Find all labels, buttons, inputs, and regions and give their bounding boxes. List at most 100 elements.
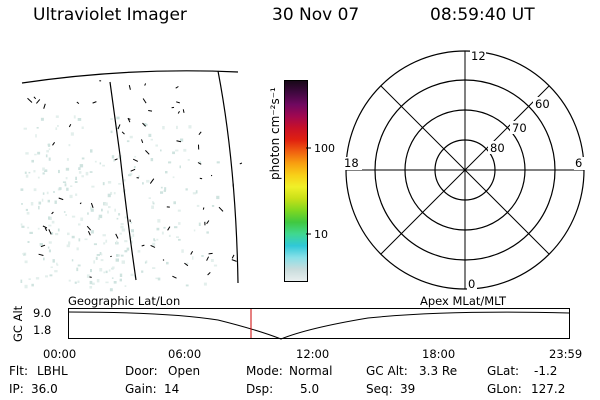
speckle-dot [144, 261, 147, 264]
speckle-dot [94, 160, 97, 163]
speckle-dot [67, 232, 70, 236]
speckle-dot [25, 208, 28, 211]
coastline-segment [202, 207, 205, 210]
coastline-segment [141, 139, 144, 144]
speckle-dot [188, 125, 192, 129]
speckle-dot [130, 273, 134, 277]
speckle-dot [74, 281, 77, 284]
speckle-dot [193, 229, 196, 232]
coastline-segment [148, 110, 153, 112]
glon-label: GLon: [487, 382, 522, 396]
speckle-dot [116, 254, 119, 257]
speckle-dot [102, 234, 106, 237]
speckle-dot [100, 259, 104, 262]
coastline-segment [231, 254, 235, 259]
speckle-dot [180, 138, 184, 142]
speckle-dot [77, 280, 80, 283]
speckle-dot [93, 243, 97, 246]
speckle-dot [164, 187, 167, 191]
speckle-dot [81, 126, 84, 129]
speckle-dot [176, 125, 178, 130]
speckle-dot [27, 226, 30, 229]
speckle-dot [66, 158, 69, 161]
speckle-dot [153, 238, 155, 241]
speckle-dot [153, 239, 156, 242]
speckle-dot [110, 118, 113, 120]
speckle-dot [119, 273, 123, 277]
speckle-dot [50, 232, 54, 235]
speckle-dot [56, 262, 58, 265]
speckle-dot [24, 260, 28, 264]
speckle-dot [75, 176, 77, 180]
gain-label: Gain: [125, 382, 157, 396]
speckle-dot [69, 194, 73, 199]
time-tick-1800: 18:00 [422, 347, 456, 361]
speckle-dot [152, 201, 154, 204]
speckle-dot [110, 130, 113, 134]
speckle-dot [20, 223, 23, 226]
speckle-dot [103, 242, 106, 245]
speckle-dot [76, 267, 79, 272]
speckle-dot [114, 208, 116, 212]
speckle-dot [46, 150, 49, 153]
coastline-segment [48, 229, 52, 235]
coastline-segment [43, 103, 46, 109]
speckle-dot [118, 183, 121, 185]
speckle-dot [133, 166, 136, 169]
speckle-dot [42, 192, 45, 195]
coastline-segment [190, 251, 194, 255]
speckle-dot [39, 243, 43, 246]
speckle-dot [45, 275, 48, 278]
speckle-dot [105, 239, 108, 243]
speckle-dot [33, 188, 37, 192]
speckle-dot [78, 171, 82, 174]
speckle-dot [48, 157, 51, 161]
coastline-segment [38, 253, 44, 256]
speckle-dot [157, 277, 161, 281]
speckle-dot [90, 206, 92, 210]
speckle-dot [174, 226, 178, 229]
speckle-dot [28, 278, 31, 280]
speckle-dot [163, 226, 166, 229]
speckle-dot [98, 214, 103, 219]
speckle-dot [23, 253, 26, 256]
speckle-dot [38, 201, 42, 205]
speckle-dot [162, 126, 165, 130]
time-tick-2359: 23:59 [549, 347, 583, 361]
speckle-dot [70, 132, 74, 136]
speckle-dot [65, 177, 68, 180]
speckle-dot [47, 246, 50, 249]
speckle-dot [152, 267, 156, 269]
speckle-dot [119, 278, 122, 282]
speckle-dot [44, 169, 48, 172]
coastline-segment [149, 178, 155, 184]
speckle-dot [95, 256, 98, 260]
speckle-dot [109, 288, 113, 292]
speckle-dot [55, 115, 59, 118]
speckle-dot [129, 236, 133, 240]
speckle-dot [163, 189, 166, 192]
speckle-dot [79, 164, 84, 168]
speckle-dot [35, 134, 37, 138]
coastline-segment [127, 117, 131, 123]
speckle-dot [201, 255, 204, 257]
speckle-dot [49, 216, 52, 220]
speckle-dot [155, 277, 159, 280]
coastline-segment [142, 122, 147, 127]
coastline-segment [68, 124, 72, 128]
speckle-dot [40, 117, 44, 121]
coastline-segment [199, 177, 203, 180]
speckle-dot [65, 214, 67, 216]
altitude-ylabel: GC Alt [11, 305, 25, 342]
speckle-dot [28, 171, 31, 174]
speckle-dot [121, 254, 124, 257]
coastline-segment [176, 140, 182, 143]
speckle-dot [53, 191, 55, 193]
speckle-dot [111, 155, 115, 159]
speckle-dot [55, 127, 58, 130]
coastline-segment [184, 262, 189, 267]
mlat-label-70: 70 [512, 121, 527, 135]
coastline-segment [132, 158, 139, 162]
speckle-dot [138, 175, 140, 178]
coastline-segment [115, 233, 119, 239]
